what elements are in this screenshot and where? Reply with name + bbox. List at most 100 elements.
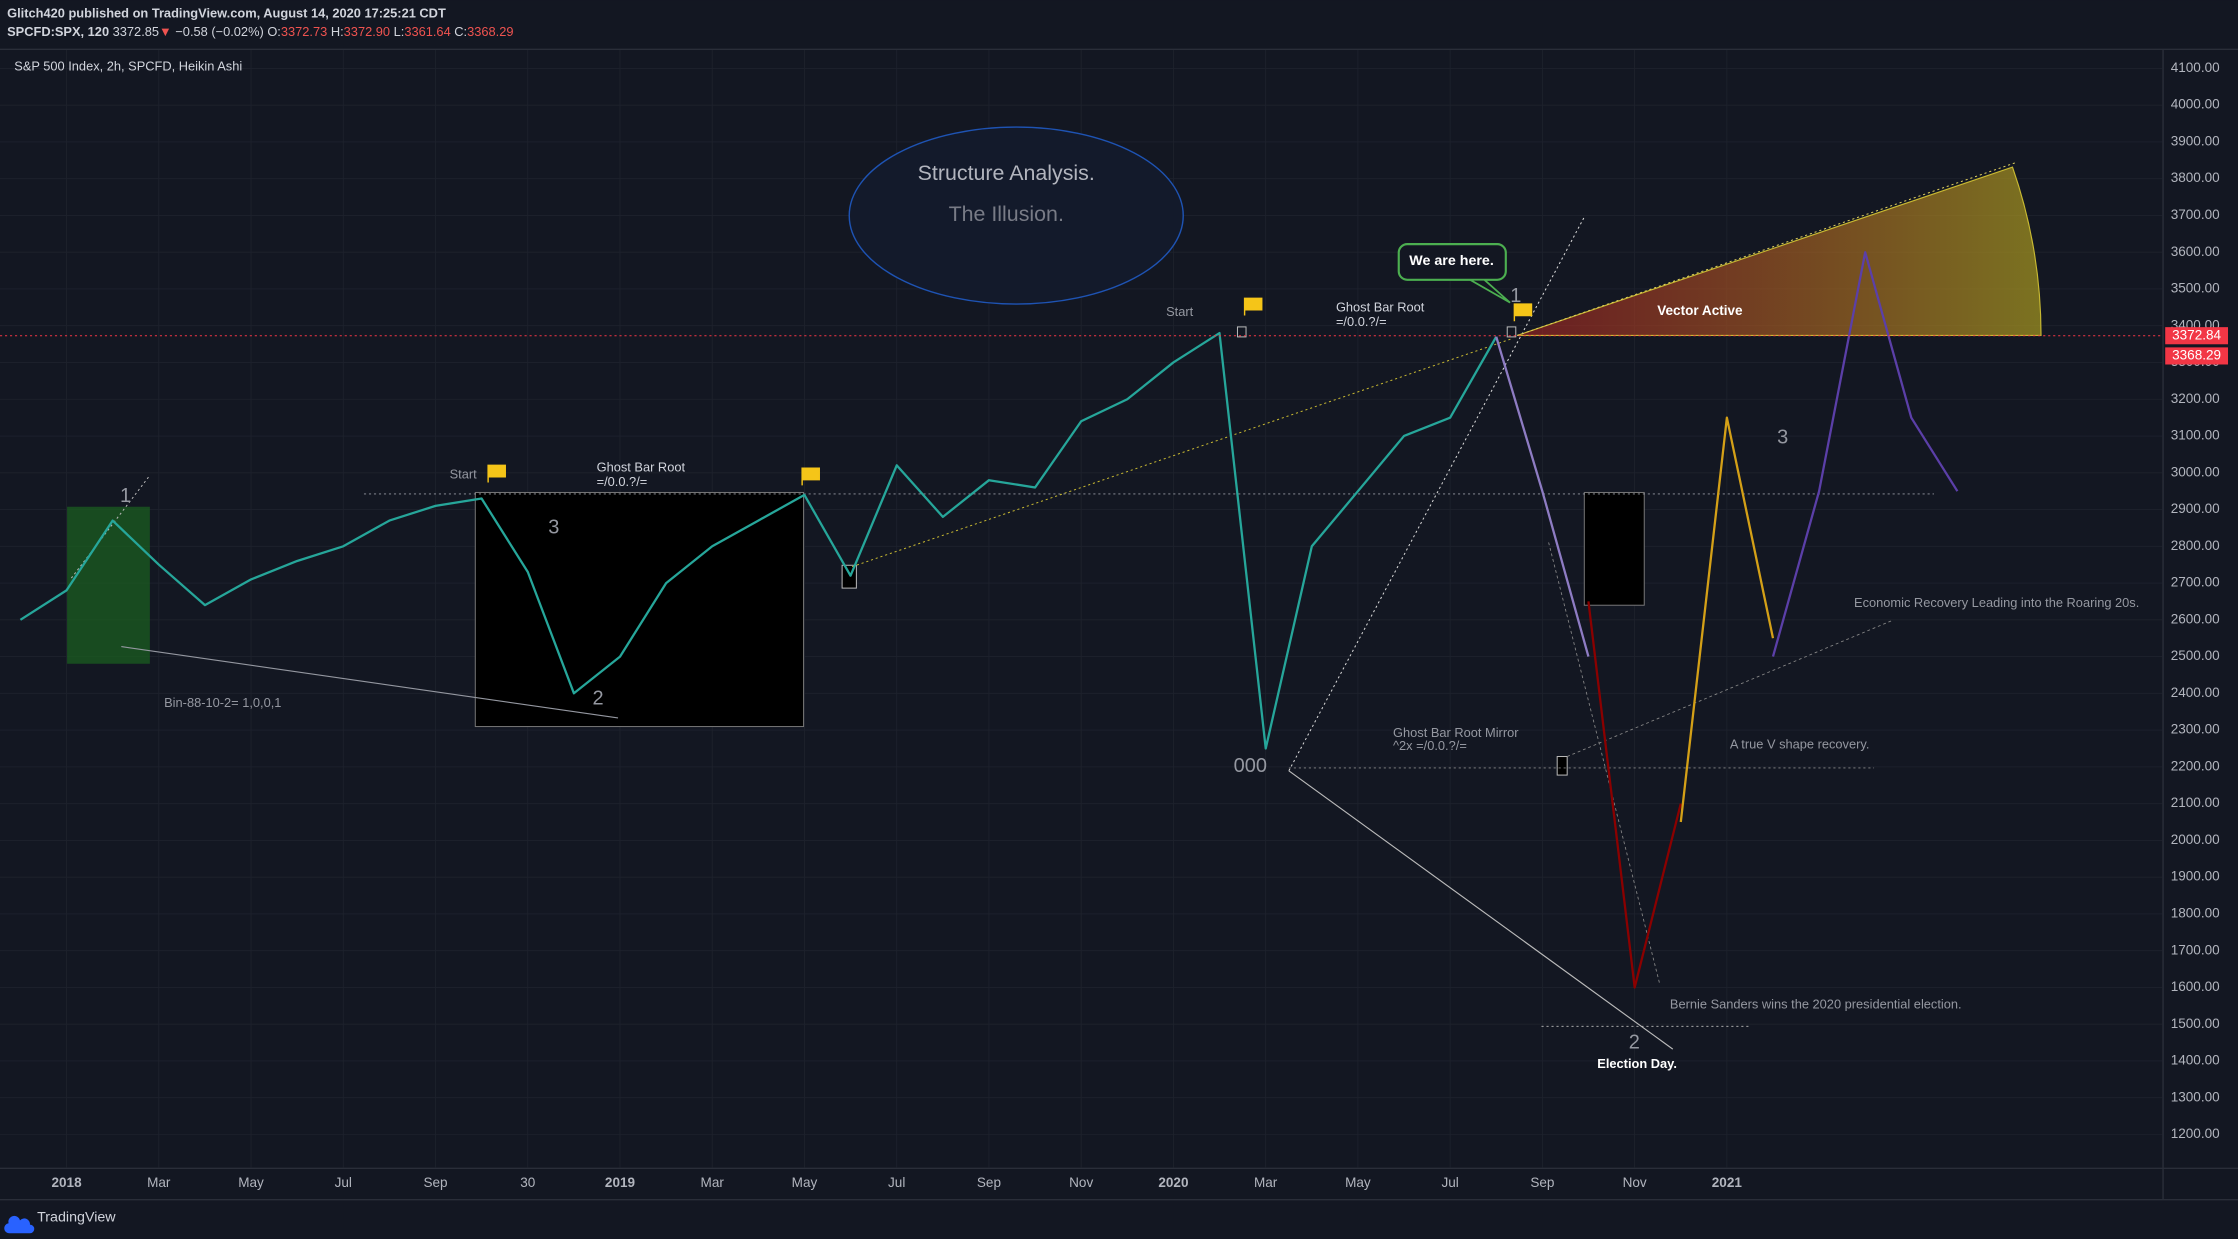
y-tick-label: 2200.00 [2171, 758, 2220, 773]
annotation: 000 [1234, 755, 1267, 777]
y-tick-label: 1600.00 [2171, 979, 2220, 994]
annotation: Bernie Sanders wins the 2020 presidentia… [1670, 996, 1962, 1011]
symbol: SPCFD:SPX, 120 [7, 24, 109, 39]
annotation: Ghost Bar Root [1336, 300, 1425, 315]
y-tick-label: 2000.00 [2171, 832, 2220, 847]
price-badge-label: 3368.29 [2172, 348, 2221, 363]
price-lines [19, 251, 1959, 989]
close-key: C: [454, 24, 467, 39]
flag [1243, 297, 1263, 316]
y-tick-label: 3100.00 [2171, 428, 2220, 443]
grid [0, 50, 2163, 1168]
y-tick-label: 3000.00 [2171, 464, 2220, 479]
y-tick-label: 3600.00 [2171, 244, 2220, 259]
x-tick-label: Jul [335, 1175, 352, 1190]
annotation: Start [450, 467, 478, 482]
price-line [19, 331, 1498, 750]
annotation: Start [1166, 304, 1194, 319]
y-tick-label: 3700.00 [2171, 207, 2220, 222]
annotations: Structure Analysis. The Illusion. We are… [120, 161, 2139, 1071]
price-line [1495, 336, 1590, 657]
y-tick-label: 3800.00 [2171, 170, 2220, 185]
price-badge [2165, 347, 2229, 365]
y-tick-label: 2800.00 [2171, 538, 2220, 553]
x-tick-label: Jul [1441, 1175, 1458, 1190]
flag [1513, 303, 1533, 322]
close: 3368.29 [467, 24, 513, 39]
ghost-box [474, 491, 805, 728]
x-tick-label: May [238, 1175, 264, 1190]
publisher: Glitch420 published on TradingView.com, … [7, 6, 446, 21]
annotation: A true V shape recovery. [1730, 736, 1870, 751]
trend-line [851, 337, 1514, 568]
annotation: Structure Analysis. [918, 161, 1095, 185]
x-tick-label: Nov [1069, 1175, 1093, 1190]
x-tick-label: Jul [888, 1175, 905, 1190]
price-line [1587, 601, 1682, 989]
y-tick-label: 2400.00 [2171, 685, 2220, 700]
axes: 1200.00 1300.00 1400.00 1500.00 1600.00 1700.… [0, 60, 2229, 1190]
flags [487, 297, 1533, 486]
trend-line [70, 475, 151, 579]
high-key: H: [331, 24, 344, 39]
y-tick-label: 2500.00 [2171, 648, 2220, 663]
y-tick-label: 1500.00 [2171, 1016, 2220, 1031]
annotation: Ghost Bar Root Mirror [1393, 725, 1519, 740]
y-tick-label: 4100.00 [2171, 60, 2220, 75]
low: 3361.64 [404, 24, 450, 39]
flag [487, 464, 506, 483]
annotation: 1 [1510, 285, 1521, 307]
x-tick-label: Sep [1530, 1175, 1554, 1190]
low-key: L: [394, 24, 405, 39]
marker-box [1556, 756, 1568, 776]
x-tick-label: May [792, 1175, 818, 1190]
y-tick-label: 1200.00 [2171, 1126, 2220, 1141]
y-tick-label: 1300.00 [2171, 1089, 2220, 1104]
annotation: 3 [1777, 427, 1788, 449]
price-badge-label: 3372.84 [2172, 327, 2221, 342]
x-tick-label: Mar [147, 1175, 171, 1190]
marker-box [1236, 326, 1247, 338]
x-tick-label: Sep [977, 1175, 1001, 1190]
open-key: O: [267, 24, 281, 39]
annotation: ^2x =/0.0.?/= [1393, 738, 1467, 753]
ghost-box-mirror [1583, 491, 1645, 606]
x-tick-label: May [1345, 1175, 1371, 1190]
annotation: 1 [120, 485, 131, 507]
drawings [67, 126, 2042, 1050]
y-tick-label: 1900.00 [2171, 869, 2220, 884]
open: 3372.73 [281, 24, 327, 39]
chart-title: S&P 500 Index, 2h, SPCFD, Heikin Ashi [14, 59, 242, 74]
y-tick-label: 1400.00 [2171, 1053, 2220, 1068]
price-badge [2165, 327, 2229, 345]
title-ellipse [848, 126, 1184, 305]
x-tick-label: 30 [520, 1175, 535, 1190]
x-tick-label: 2018 [51, 1175, 82, 1190]
x-tick-label: 2021 [1712, 1175, 1743, 1190]
y-tick-label: 2300.00 [2171, 722, 2220, 737]
price-line [1679, 416, 1775, 823]
price-line [1771, 251, 1959, 657]
annotation: The Illusion. [949, 202, 1064, 226]
annotation: Ghost Bar Root [597, 460, 686, 475]
brand: TradingView [37, 1209, 116, 1225]
y-tick-label: 3900.00 [2171, 133, 2220, 148]
y-tick-label: 3200.00 [2171, 391, 2220, 406]
annotation: Vector Active [1657, 303, 1743, 318]
flag [801, 467, 820, 486]
annotation: =/0.0.?/= [597, 474, 648, 489]
y-tick-label: 2600.00 [2171, 611, 2220, 626]
x-tick-label: 2020 [1158, 1175, 1188, 1190]
marker-box [1506, 326, 1517, 338]
callout [1397, 243, 1507, 281]
high: 3372.90 [344, 24, 390, 39]
vector-fan [1517, 166, 2042, 337]
annotation: 3 [548, 516, 559, 538]
trend-line [1288, 770, 1674, 1050]
annotation: Bin-88-10-2= 1,0,0,1 [164, 695, 281, 710]
y-tick-label: 2700.00 [2171, 575, 2220, 590]
annotation: 2 [592, 688, 603, 710]
x-tick-label: Mar [701, 1175, 725, 1190]
